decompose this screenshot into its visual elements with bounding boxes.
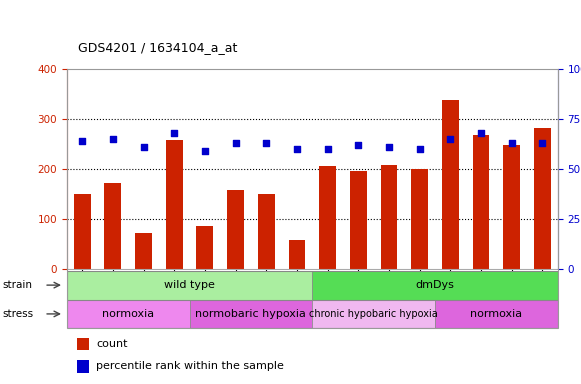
Text: dmDys: dmDys [415,280,454,290]
Bar [319,167,336,269]
Bar [227,190,244,269]
Point [538,140,547,146]
Point [292,146,302,152]
Bar [442,100,459,269]
Bar [74,194,91,269]
Point [231,140,240,146]
Point [446,136,455,142]
Bar [350,171,367,269]
Text: GDS4201 / 1634104_a_at: GDS4201 / 1634104_a_at [78,41,238,54]
Text: normobaric hypoxia: normobaric hypoxia [195,309,306,319]
Bar [435,300,558,328]
Point [354,142,363,148]
Text: count: count [96,339,128,349]
Point [323,146,332,152]
Point [200,148,210,154]
Bar [67,271,313,300]
Bar [503,145,520,269]
Point [507,140,517,146]
Point [261,140,271,146]
Bar [258,194,275,269]
Point [385,144,394,150]
Bar [411,169,428,269]
Point [108,136,117,142]
Text: chronic hypobaric hypoxia: chronic hypobaric hypoxia [309,309,438,319]
Text: normoxia: normoxia [102,309,154,319]
Point [415,146,424,152]
Point [77,138,87,144]
Bar [189,300,313,328]
Bar [196,227,213,269]
Text: strain: strain [3,280,33,290]
Bar [289,240,306,269]
Bar [534,127,551,269]
Bar [313,300,435,328]
Bar [105,183,121,269]
Bar [77,338,89,350]
Bar [381,165,397,269]
Text: stress: stress [3,309,34,319]
Text: percentile rank within the sample: percentile rank within the sample [96,361,284,371]
Text: normoxia: normoxia [471,309,522,319]
Bar [135,233,152,269]
Point [170,130,179,136]
Bar [313,271,558,300]
Point [139,144,148,150]
Bar [472,135,489,269]
Text: wild type: wild type [164,280,215,290]
Point [476,130,486,136]
Bar [77,360,89,372]
Bar [67,300,189,328]
Bar [166,140,182,269]
